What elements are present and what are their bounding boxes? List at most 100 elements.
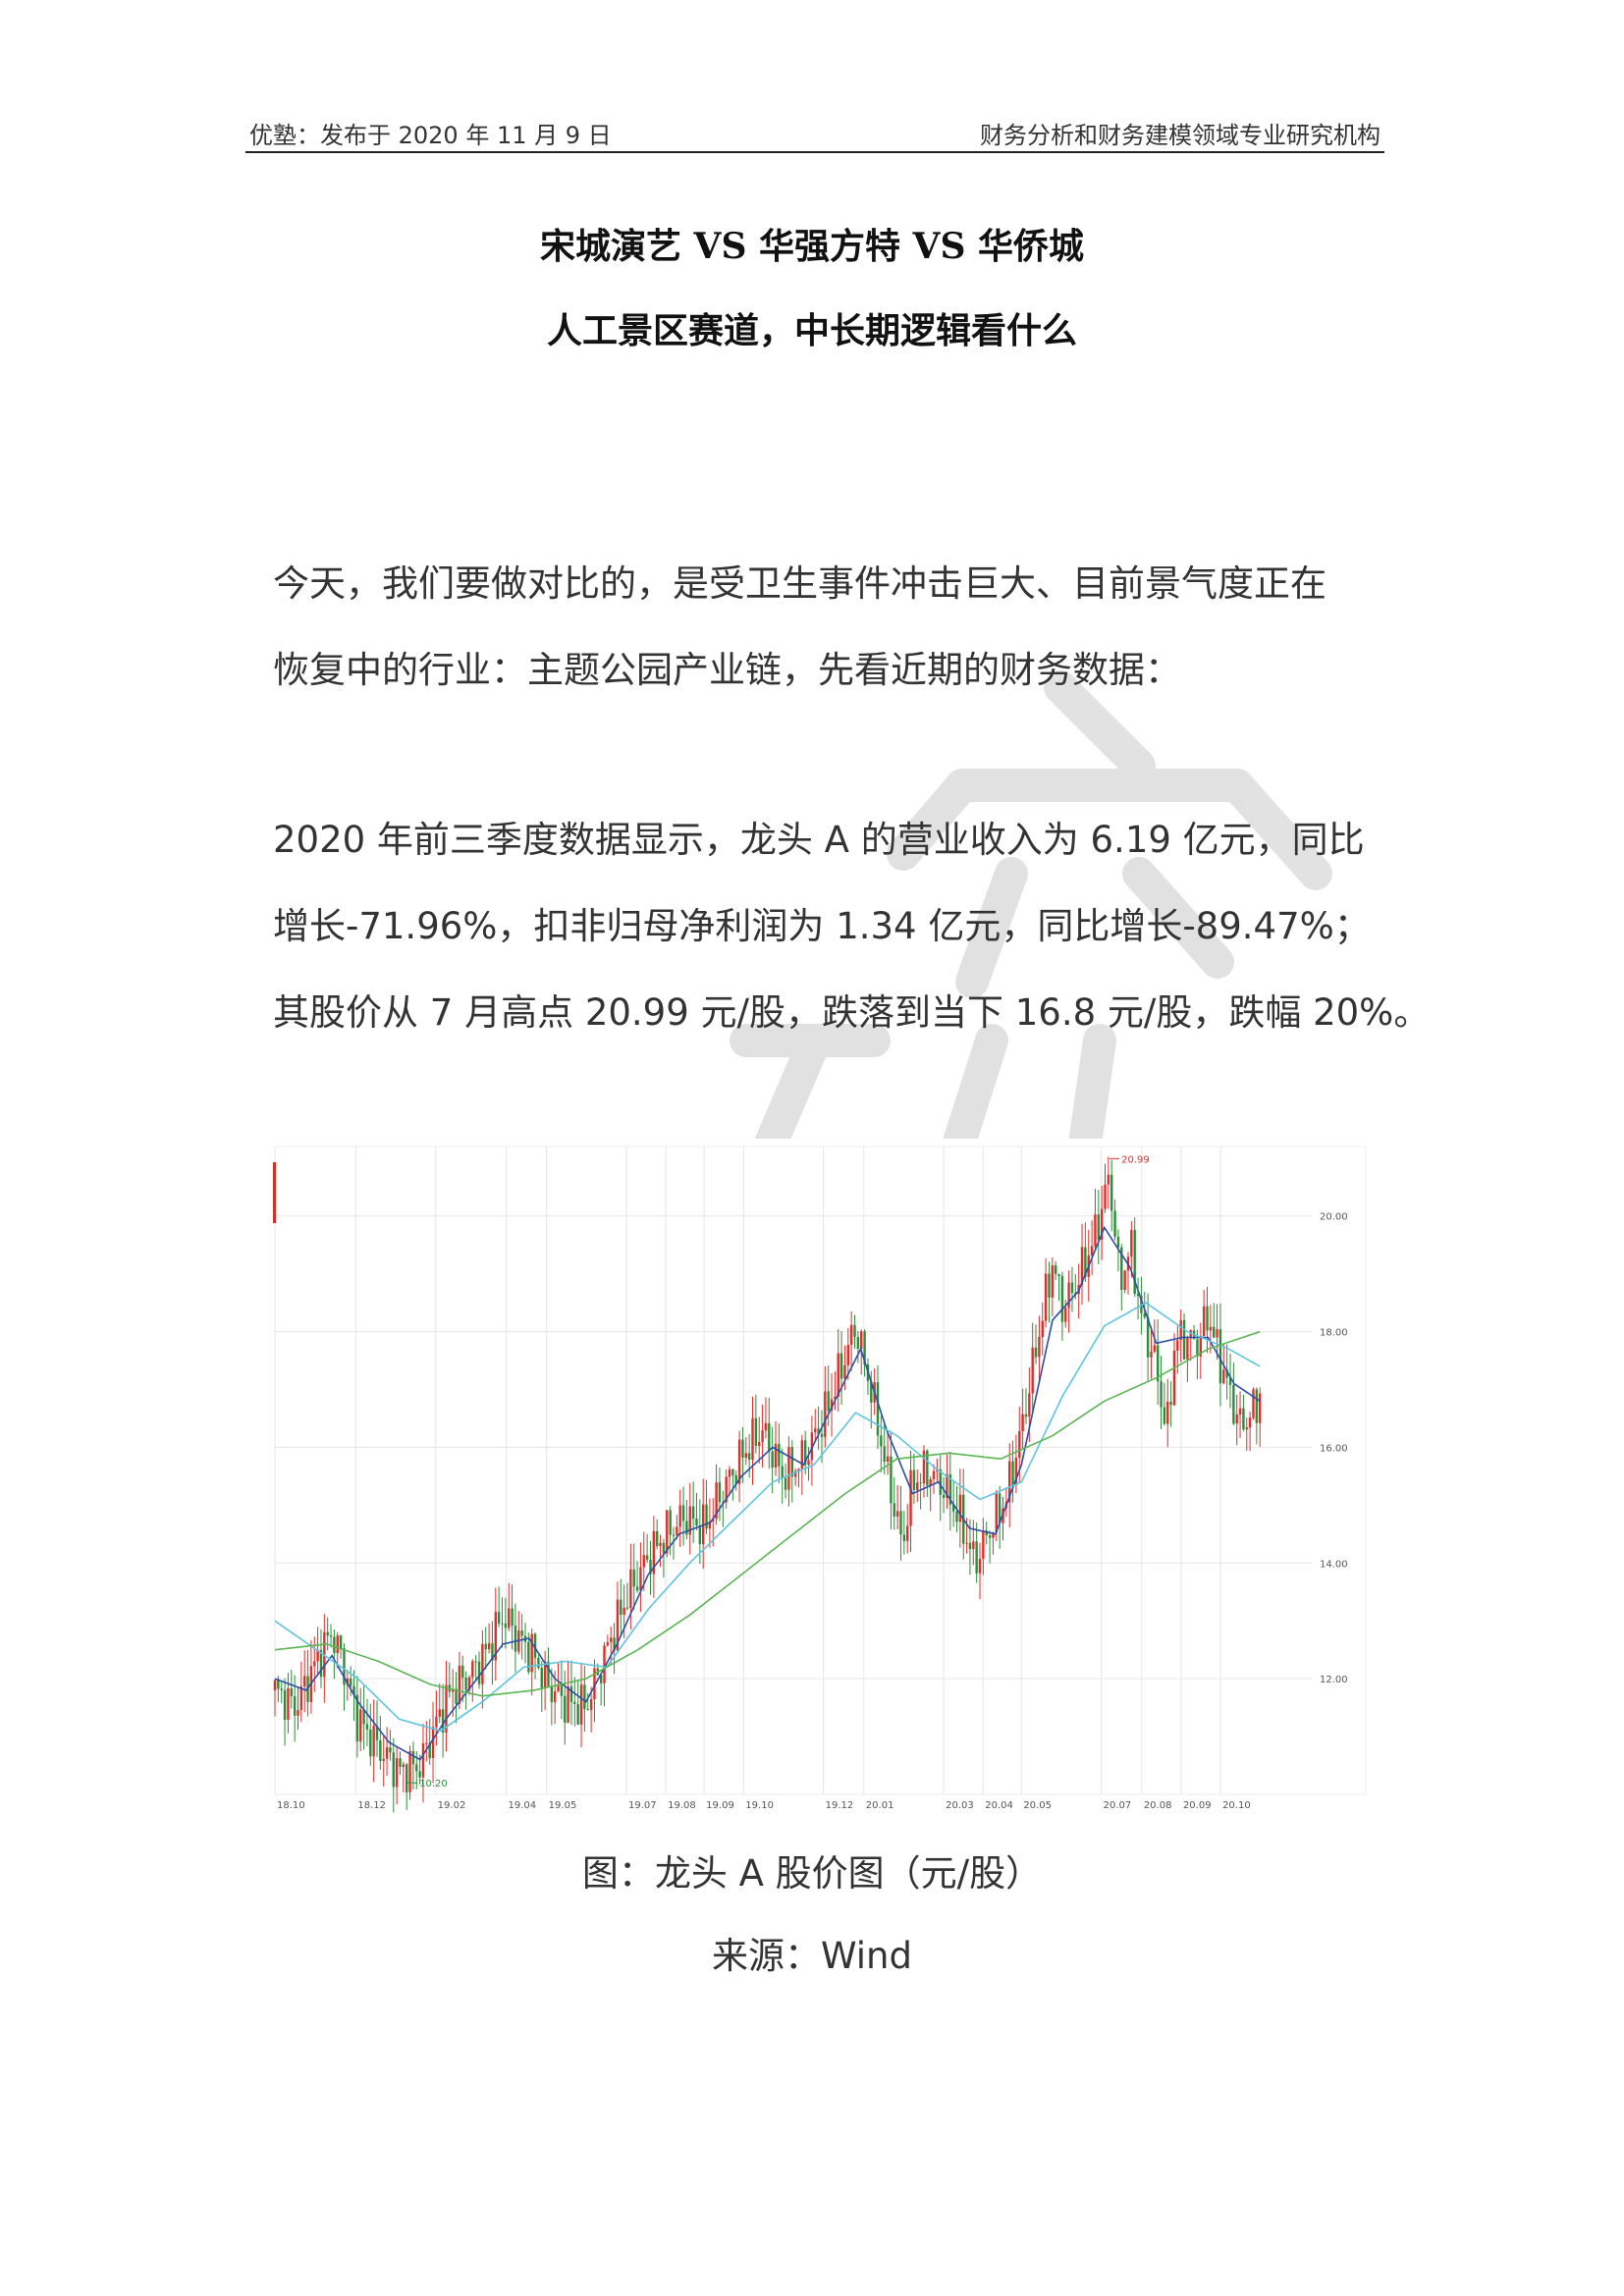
candle-body [435,1716,438,1728]
candle-body [428,1742,431,1759]
candle-body [656,1530,659,1547]
candle-body [1255,1389,1259,1423]
candle-body [814,1428,817,1433]
candle-body [583,1684,586,1710]
candle-body [834,1396,837,1400]
candle-body [302,1676,306,1686]
candle-body [1021,1414,1024,1432]
candle-body [916,1482,919,1490]
candle-body [1067,1282,1070,1308]
candle-body [557,1684,560,1691]
candle-body [411,1750,415,1765]
candle-body [501,1623,504,1625]
candle-body [837,1353,839,1397]
candle-body [395,1758,399,1788]
candle-body [1199,1336,1203,1357]
candle-body [445,1684,448,1734]
candle-body [764,1422,768,1431]
candle-body [1245,1427,1248,1430]
x-tick-label: 19.04 [508,1800,536,1811]
candle-body [1225,1369,1228,1378]
candle-body [385,1747,389,1759]
candle-body [787,1447,790,1490]
candle-body [725,1476,728,1503]
candle-body [992,1532,995,1538]
candle-body [751,1417,754,1460]
candle-body [659,1542,662,1547]
candle-body [929,1478,932,1486]
candle-body [1166,1401,1169,1424]
candle-body [895,1511,899,1517]
candle-body [1186,1338,1189,1360]
candle-body [909,1469,912,1526]
x-tick-label: 20.01 [866,1800,894,1811]
candle-body [955,1511,958,1522]
candle-body [494,1612,497,1661]
candle-body [336,1635,339,1653]
candle-body [287,1687,290,1720]
candle-body [731,1468,734,1476]
candle-body [579,1684,583,1725]
candle-body [438,1709,441,1717]
annotation-label: 10.20 [419,1779,448,1789]
candle-body [744,1453,747,1459]
candle-body [883,1446,886,1462]
candle-body [1094,1214,1097,1247]
candle-body [642,1555,645,1568]
candle-body [678,1505,681,1527]
candle-body [635,1586,639,1591]
candle-body [520,1630,523,1636]
candle-body [290,1687,293,1696]
candle-body [339,1635,343,1649]
candle-body [343,1648,346,1685]
stock-price-chart: 12.00 14.00 16.00 18.00 20.00 18.10 18.12 19.02… [273,1139,1368,1816]
candle-body [807,1460,810,1466]
candle-body [978,1558,982,1574]
candle-body [839,1353,843,1379]
candle-body [988,1535,992,1538]
candle-body [362,1709,365,1725]
candle-body [893,1503,895,1517]
candle-body [1113,1210,1116,1237]
candle-body [408,1750,411,1792]
candle-body [389,1747,392,1753]
candle-body [461,1665,464,1678]
header-publish-date: 优塾：发布于 2020 年 11 月 9 日 [249,122,612,149]
candle-body [843,1364,846,1379]
candle-body [464,1677,467,1690]
candle-body [421,1742,425,1778]
y-tick-label: 18.00 [1320,1328,1348,1339]
y-tick-label: 14.00 [1320,1559,1348,1570]
candle-body [1041,1320,1044,1337]
candle-body [982,1530,985,1559]
candle-body [1235,1415,1238,1424]
candle-body [1070,1282,1074,1293]
candle-body [299,1685,303,1711]
candle-body [688,1506,691,1535]
candle-body [876,1382,880,1436]
candle-body [712,1519,715,1522]
candle-body [1051,1265,1055,1298]
candle-body [610,1637,613,1643]
candle-body [1044,1273,1048,1321]
candle-body [1054,1265,1057,1274]
candle-body [511,1608,514,1627]
candle-body [280,1688,283,1690]
candle-body [1176,1340,1179,1352]
candle-body [1213,1326,1216,1338]
candle-body [1206,1306,1209,1331]
candle-body [283,1689,287,1720]
series-line-ma_short [274,1225,1261,1761]
candle-body [1209,1326,1213,1331]
candle-body [972,1541,975,1550]
candle-body [672,1534,676,1536]
candle-body [715,1482,718,1520]
financial-paragraph: 2020 年前三季度数据显示，龙头 A 的营业收入为 6.19 亿元，同比 增长… [273,797,1430,1056]
candle-body [698,1524,702,1545]
candle-body [415,1764,418,1772]
article-subtitle: 人工景区赛道，中长期逻辑看什么 [546,310,1077,351]
y-tick-label: 20.00 [1320,1212,1348,1223]
candle-body [560,1684,564,1696]
candle-body [550,1685,554,1703]
candle-body [820,1433,824,1437]
